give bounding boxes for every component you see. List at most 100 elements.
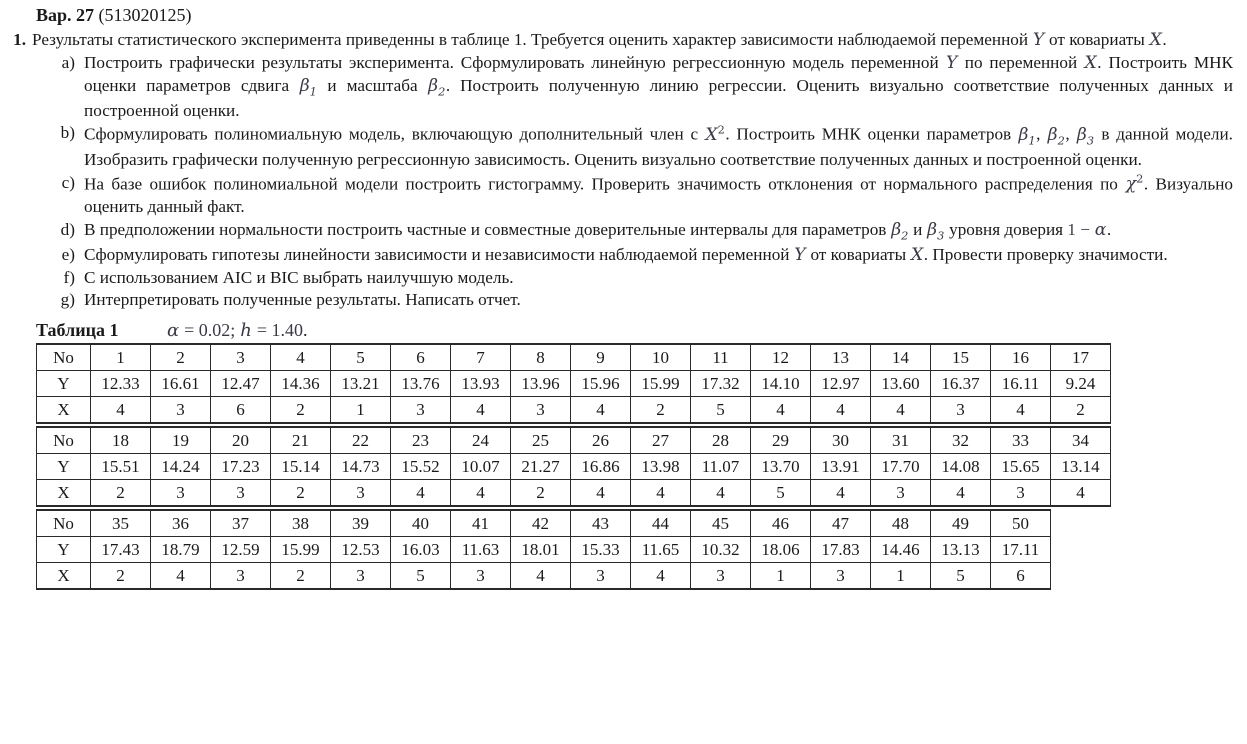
table-cell: 17.83 (810, 536, 871, 564)
table-cell: 3 (930, 396, 991, 425)
math-subscript: 1 (309, 84, 317, 99)
table-cell: 12.33 (90, 370, 151, 398)
table-cell: 3 (330, 562, 391, 591)
table-cell: 24 (450, 426, 511, 455)
problem-number: 1. (13, 29, 26, 49)
table-cell: 33 (990, 426, 1051, 455)
subtask-text: С использованием AIC и BIC выбрать наилу… (84, 267, 1233, 290)
table-cell: 14 (870, 343, 931, 372)
table-cell: 4 (270, 343, 331, 372)
subtask-text-run: В предположении нормальности построить ч… (84, 220, 891, 240)
table-cell: 16.03 (390, 536, 451, 564)
subtask-text-run: от ковариаты (806, 244, 911, 264)
table-cell: 15 (930, 343, 991, 372)
data-table-block: No 35 36 37 38 39 40 41 42 43 44 45 46 47 48 49 50 Y 17.43… (36, 509, 1051, 591)
table-cell: 13.70 (750, 453, 811, 481)
table-row-label: Y (36, 370, 91, 398)
table-cell: 3 (810, 562, 871, 591)
table-cell: 1 (90, 343, 151, 372)
table-cell: 25 (510, 426, 571, 455)
table-cell: 14.46 (870, 536, 931, 564)
table-cell: 18 (90, 426, 151, 455)
problem-text-part-1: Результаты статистического эксперимента … (32, 29, 1033, 49)
table-cell: 23 (390, 426, 451, 455)
variant-code: (513020125) (98, 5, 192, 25)
math-var-y: Y (1032, 29, 1045, 50)
h-value: 1.40 (271, 320, 304, 341)
subtask-text-run: и масштаба (317, 76, 428, 96)
subtask-marker: d) (60, 220, 75, 240)
table-cell: 19 (150, 426, 211, 455)
alpha-symbol: α (166, 320, 180, 342)
table-cell: 36 (150, 509, 211, 538)
table-cell: 2 (270, 562, 331, 591)
table-cell: 4 (930, 479, 991, 508)
problem-text-part-3: . (1162, 29, 1167, 49)
table-cell: 4 (450, 396, 511, 425)
table-cell: 12.53 (330, 536, 391, 564)
table-cell: 16 (990, 343, 1051, 372)
table-cell: 15.52 (390, 453, 451, 481)
table-cell: 7 (450, 343, 511, 372)
table-cell: 4 (690, 479, 751, 508)
subtask-text-run: и (908, 220, 927, 240)
math-symbol: χ2 (1125, 171, 1144, 195)
subtask-marker: c) (61, 172, 75, 192)
table-cell: 17.43 (90, 536, 151, 564)
problem-1: 1. Результаты статистического эксперимен… (6, 29, 1233, 313)
table-cell: 15.96 (570, 370, 631, 398)
subtask-text-run: . (1106, 220, 1112, 240)
table-cell: 31 (870, 426, 931, 455)
table-cell: 4 (810, 479, 871, 508)
subtask-text: Сформулировать гипотезы линейности завис… (84, 244, 1233, 267)
table-cell: 17 (1050, 343, 1111, 372)
table-cell: 3 (450, 562, 511, 591)
table-cell: 3 (210, 479, 271, 508)
table-cell: 14.24 (150, 453, 211, 481)
table-cell: 4 (450, 479, 511, 508)
alpha-value: 0.02 (198, 320, 231, 341)
subtask-marker: f) (63, 267, 75, 287)
table-cell: 50 (990, 509, 1051, 538)
table-cell: 5 (690, 396, 751, 425)
table-cell: 3 (150, 479, 211, 508)
subtask-marker: a) (61, 53, 75, 73)
table-cell: 21.27 (510, 453, 571, 481)
math-subscript: 3 (1086, 133, 1095, 148)
table-cell: 2 (90, 479, 151, 508)
table-row-label: X (36, 562, 91, 591)
subtask-item: d) В предположении нормальности построить… (56, 219, 1233, 244)
table-cell: 3 (150, 396, 211, 425)
table-cell: 43 (570, 509, 631, 538)
math-subscript: 1 (1028, 133, 1036, 148)
subtask-text-run: . Провести проверку значимости. (923, 244, 1168, 264)
table-cell: 16.61 (150, 370, 211, 398)
table-cell: 38 (270, 509, 331, 538)
table-cell: 9 (570, 343, 631, 372)
problem-content: Результаты статистического эксперимента … (32, 29, 1233, 313)
subtask-text: Сформулировать полиномиальную модель, вк… (84, 122, 1233, 171)
table-cell: 5 (750, 479, 811, 508)
table-cell: 17.23 (210, 453, 271, 481)
table-row: No 1 2 3 4 5 6 7 8 9 10 11 12 13 14 15 16 17 (36, 343, 1111, 372)
math-symbol: β1 (299, 76, 317, 99)
table-cell: 49 (930, 509, 991, 538)
table-cell: 1 (750, 562, 811, 591)
table-cell: 37 (210, 509, 271, 538)
table-row: No 35 36 37 38 39 40 41 42 43 44 45 46 47 48 49 50 (36, 509, 1051, 538)
table-cell: 27 (630, 426, 691, 455)
table-cell: 30 (810, 426, 871, 455)
subtask-text-run: в данной модели. Изобразить графически п… (84, 125, 1233, 169)
subtask-list: a) Построить графически результаты экспер… (32, 52, 1233, 312)
table-cell: 35 (90, 509, 151, 538)
table-cell: 15.99 (630, 370, 691, 398)
table-cell: 1 (330, 396, 391, 425)
subtask-text-run: Построить графически результаты эксперим… (84, 53, 946, 73)
math-subscript: 2 (1057, 133, 1065, 148)
table-cell: 17.11 (990, 536, 1051, 564)
table-row-label: No (36, 343, 91, 372)
table-cell: 41 (450, 509, 511, 538)
table-cell: 46 (750, 509, 811, 538)
table-cell: 5 (330, 343, 391, 372)
